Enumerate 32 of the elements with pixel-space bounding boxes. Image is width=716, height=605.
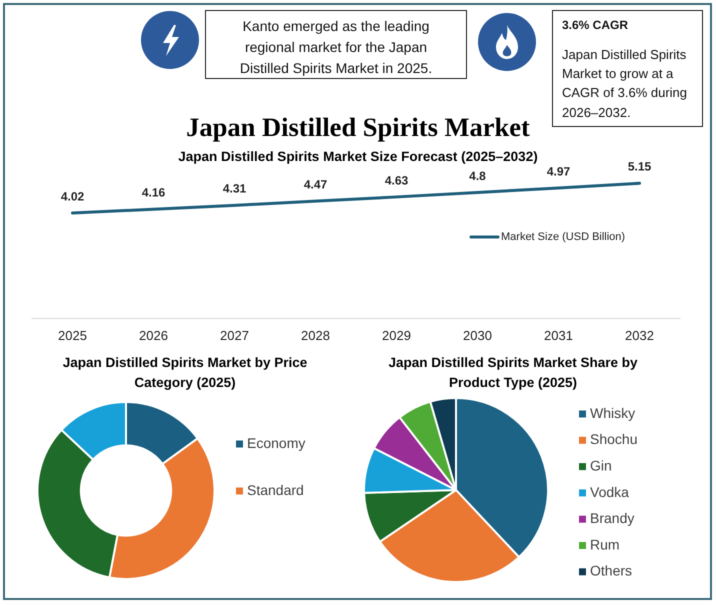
data-label: 4.63	[384, 173, 408, 188]
chart-title: Japan Distilled Spirits Market Size Forecast (2025–2032)	[178, 149, 538, 164]
legend-label: Vodka	[590, 484, 630, 500]
legend-label: Others	[590, 562, 632, 579]
chart-title: Japan Distilled Spirits Market by Price Category (2025)	[62, 354, 308, 392]
legend-label: Gin	[590, 457, 612, 474]
data-label: 4.47	[304, 177, 328, 192]
x-tick-label: 2030	[463, 328, 492, 343]
data-label: 4.8	[469, 168, 486, 183]
data-label: 4.31	[222, 182, 246, 196]
legend-label: Whisky	[590, 404, 636, 421]
legend-label: Standard	[247, 482, 304, 498]
legend-label: Economy	[247, 434, 306, 451]
text-box: 3.6% CAGR Japan Distilled Spirits Market to grow at a CAGR of 3.6% during 2026–2032.	[552, 10, 703, 127]
legend-label: Market Size (USD Billion)	[501, 231, 626, 244]
x-tick-label: 2032	[625, 328, 654, 343]
x-tick-label: 2028	[301, 328, 330, 343]
text-box: Kanto emerged as the leading regional market for the Japan Distilled Spirits Market in 2025.	[205, 10, 467, 79]
data-label: 4.02	[60, 189, 84, 204]
legend-label: Shochu	[590, 431, 638, 448]
x-tick-label: 2027	[220, 328, 249, 343]
x-tick-label: 2029	[382, 328, 411, 343]
chart-title: Japan Distilled Spirits Market Share by Product Type (2025)	[387, 354, 639, 392]
text: Japan Distilled Spirits Market	[186, 112, 530, 142]
x-tick-label: 2031	[544, 328, 573, 343]
data-label: 5.15	[628, 160, 652, 174]
data-label: 4.97	[546, 164, 570, 178]
x-tick-label: 2025	[58, 328, 87, 343]
x-tick-label: 2026	[139, 328, 168, 343]
legend-label: Rum	[590, 536, 620, 552]
data-label: 4.16	[142, 186, 166, 200]
legend-label: Brandy	[590, 510, 634, 526]
